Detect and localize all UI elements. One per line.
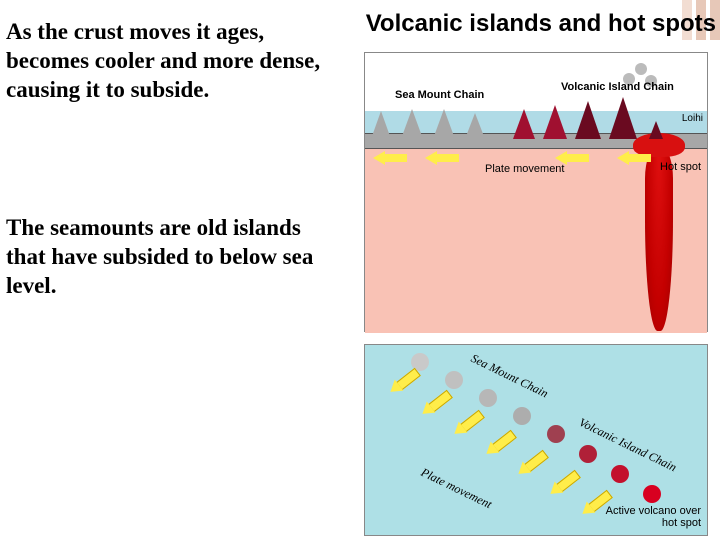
- label-plate-movement-2: Plate movement: [418, 465, 494, 512]
- island-dot: [445, 371, 463, 389]
- plate-motion-arrow: [514, 449, 548, 480]
- label-hot-spot: Hot spot: [660, 161, 701, 173]
- volcano-cone: [543, 105, 567, 139]
- island-dot: [479, 389, 497, 407]
- island-dot: [547, 425, 565, 443]
- plate-motion-arrow: [546, 469, 580, 500]
- slide-title: Volcanic islands and hot spots: [366, 10, 716, 38]
- text-column: As the crust moves it ages, becomes cool…: [6, 18, 336, 411]
- label-seamount-chain: Sea Mount Chain: [395, 89, 484, 101]
- volcano-cone: [649, 121, 663, 139]
- plate-motion-arrow: [386, 367, 420, 398]
- label-plate-movement-1: Plate movement: [485, 163, 564, 175]
- paragraph-2: The seamounts are old islands that have …: [6, 214, 336, 300]
- smoke-puff: [635, 63, 647, 75]
- diagram-cross-section: Sea Mount Chain Volcanic Island Chain Lo…: [364, 52, 708, 332]
- paragraph-1: As the crust moves it ages, becomes cool…: [6, 18, 336, 104]
- island-dot: [579, 445, 597, 463]
- seamount-cone: [371, 111, 391, 139]
- plate-motion-arrow: [617, 151, 651, 165]
- plate-motion-arrow: [450, 409, 484, 440]
- plate-motion-arrow: [373, 151, 407, 165]
- volcano-cone: [575, 101, 601, 139]
- island-dot: [513, 407, 531, 425]
- volcano-row: [365, 103, 707, 139]
- plate-motion-arrow: [425, 151, 459, 165]
- seamount-cone: [401, 109, 423, 139]
- plate-motion-arrow: [418, 389, 452, 420]
- label-active-volcano: Active volcano over hot spot: [591, 505, 701, 529]
- seamount-cone: [433, 109, 455, 139]
- seamount-cone: [465, 113, 485, 139]
- island-dot: [643, 485, 661, 503]
- diagram-map-view: Sea Mount Chain Volcanic Island Chain Pl…: [364, 344, 708, 536]
- island-dot: [611, 465, 629, 483]
- label-loihi: Loihi: [682, 113, 703, 124]
- plate-motion-arrow: [482, 429, 516, 460]
- volcano-cone: [609, 97, 637, 139]
- volcano-cone: [513, 109, 535, 139]
- label-volcanic-island-chain: Volcanic Island Chain: [561, 81, 674, 93]
